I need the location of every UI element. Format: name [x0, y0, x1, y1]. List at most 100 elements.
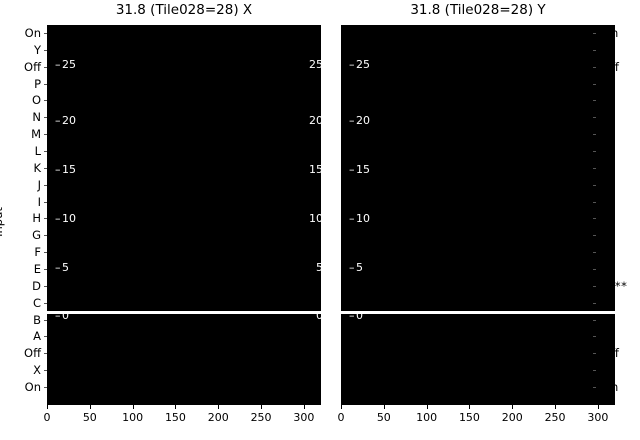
category-tick-mark — [593, 184, 596, 186]
category-tick-mark — [44, 117, 47, 119]
x-tick-label-left-300: 300 — [293, 411, 315, 424]
plot-area-right[interactable]: –25–20–15–10–5–0 — [341, 25, 615, 405]
category-text: I — [602, 194, 606, 209]
category-label-left-20: X — [33, 364, 41, 376]
y-tick-label-right-left-5: –5 — [349, 262, 363, 273]
category-tick-mark — [593, 83, 596, 85]
category-tick-mark — [593, 252, 596, 254]
category-label-right-14: E — [602, 263, 609, 275]
category-tick-mark — [44, 269, 47, 270]
category-label-right-9: J — [602, 179, 605, 191]
category-text: D — [32, 278, 41, 293]
category-tick-mark — [44, 387, 47, 388]
category-label-right-13: F — [602, 246, 609, 258]
category-tick-mark — [44, 201, 47, 203]
category-tick-mark — [44, 353, 47, 355]
category-label-left-5: N — [32, 111, 41, 123]
category-label-right-10: I — [602, 196, 605, 208]
y-tick-label-left-left-20: –20 — [55, 115, 76, 126]
tick-value: 5 — [356, 261, 363, 274]
category-text: A — [33, 329, 41, 344]
category-label-left-2: Off — [24, 61, 41, 73]
tick-dash-icon: – — [349, 114, 355, 127]
category-label-left-16: C — [33, 297, 41, 309]
category-tick-mark — [44, 167, 47, 169]
category-tick-mark — [593, 151, 596, 152]
category-tick-mark — [44, 100, 47, 102]
category-annotation-stars: ** — [614, 278, 628, 293]
y-tick-label-right-left-0: –0 — [349, 310, 363, 321]
x-tick-mark-right-300 — [597, 405, 599, 409]
tick-value: 10 — [309, 212, 321, 225]
category-tick-mark — [44, 319, 47, 321]
category-label-right-15: D ** — [602, 280, 627, 292]
separator-line-left — [47, 311, 321, 314]
category-text: H — [602, 211, 611, 226]
y-tick-label-left-left-10: –10 — [55, 213, 76, 224]
panel-title-right: 31.8 (Tile028=28) Y — [410, 2, 546, 18]
y-tick-label-left-left-5: –5 — [55, 262, 69, 273]
category-text: Off — [24, 346, 41, 361]
tick-value: 20 — [356, 114, 370, 127]
category-tick-mark — [44, 184, 47, 186]
y-tick-label-right-left-20: –20 — [349, 115, 370, 126]
plot-area-left[interactable]: –25–20–15–10–5–0 25 20 15 10 5 0 — [47, 25, 321, 405]
category-tick-mark — [593, 353, 596, 355]
category-text: A — [602, 329, 610, 344]
tick-value: 25 — [356, 58, 370, 71]
category-text: On — [24, 380, 41, 394]
category-label-left-7: L — [35, 145, 41, 157]
tick-dash-icon: – — [55, 114, 61, 127]
category-text: D — [602, 278, 611, 293]
x-tick-label-right-0: 0 — [337, 411, 345, 424]
category-tick-mark — [593, 235, 596, 237]
category-label-right-21: On — [602, 381, 618, 393]
category-text: N — [32, 110, 41, 125]
category-tick-mark — [593, 100, 596, 102]
category-tick-mark — [593, 167, 596, 169]
category-tick-mark — [44, 285, 47, 287]
category-label-right-3: P — [602, 78, 609, 90]
category-tick-mark — [44, 252, 47, 254]
category-text: X — [33, 363, 41, 378]
category-tick-mark — [44, 66, 47, 68]
category-text: B — [33, 312, 41, 327]
category-tick-mark — [593, 319, 596, 321]
category-label-right-0: On — [602, 27, 618, 39]
category-label-right-16: C — [602, 297, 610, 309]
x-tick-label-left-250: 250 — [250, 411, 272, 424]
category-tick-mark — [593, 134, 596, 136]
category-text: M — [602, 127, 612, 142]
category-tick-mark — [44, 83, 47, 85]
category-label-left-19: Off — [24, 347, 41, 359]
category-label-right-17: B — [602, 314, 610, 326]
category-label-left-14: E — [34, 263, 41, 275]
tick-value: 0 — [316, 309, 321, 322]
category-label-left-0: On — [25, 27, 41, 39]
tick-dash-icon: – — [349, 261, 355, 274]
y-tick-label-left-right-0: 0 — [316, 310, 321, 321]
category-tick-mark — [593, 387, 596, 388]
category-text: K — [602, 160, 610, 175]
y-tick-label-left-right-15: 15 — [309, 164, 321, 175]
category-text: E — [602, 262, 610, 276]
x-tick-mark-left-250 — [261, 405, 263, 409]
x-tick-mark-right-50 — [383, 405, 385, 409]
tick-value: 20 — [62, 114, 76, 127]
y-tick-label-right-left-10: –10 — [349, 213, 370, 224]
x-axis-right: 0 50 100 150 200 250 300 — [337, 405, 615, 433]
category-label-right-7: L — [602, 145, 608, 157]
category-label-left-6: M — [31, 128, 41, 140]
tick-value: 25 — [309, 58, 321, 71]
tick-dash-icon: – — [349, 58, 355, 71]
category-text: On — [602, 380, 619, 394]
panel-title-left: 31.8 (Tile028=28) X — [115, 2, 253, 18]
tick-dash-icon: – — [349, 309, 355, 322]
category-label-left-4: O — [32, 94, 41, 106]
category-text: E — [33, 262, 41, 276]
category-tick-mark — [593, 370, 596, 372]
category-tick-mark — [44, 33, 47, 34]
x-tick-mark-left-150 — [175, 405, 177, 409]
category-tick-mark — [44, 151, 47, 152]
